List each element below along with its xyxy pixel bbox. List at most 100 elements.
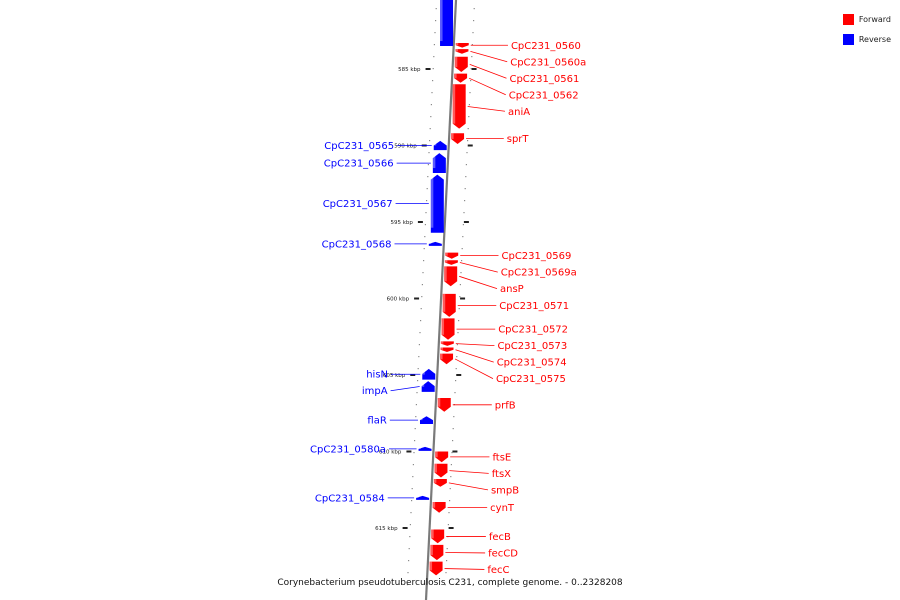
gene-label-cpc231_0562: CpC231_0562 (509, 90, 579, 101)
leader-line (390, 386, 420, 392)
scale-tick-label: 600 kbp (387, 297, 410, 303)
gene-label-sprt: sprT (507, 134, 530, 145)
leader-line (448, 482, 489, 491)
guide-dot (470, 68, 472, 70)
guide-dot (420, 308, 422, 310)
gene-highlight (455, 42, 459, 46)
gene-feature-cynt (432, 501, 446, 513)
gene-highlight (444, 266, 447, 282)
gene-feature-cpc231_0584 (416, 495, 430, 500)
guide-dot (430, 104, 432, 106)
gene-highlight (431, 529, 434, 539)
guide-dot (429, 128, 431, 130)
guide-dot (431, 92, 433, 94)
guide-dot (455, 380, 457, 382)
guide-dot (418, 356, 420, 358)
guide-dot (454, 392, 456, 394)
gene-label-cpc231_0566: CpC231_0566 (324, 159, 394, 170)
gene-label-cpc231_0574: CpC231_0574 (497, 358, 567, 369)
gene-feature (440, 0, 454, 47)
guide-dot (432, 80, 434, 82)
gene-feature-cpc231_0561 (454, 56, 468, 73)
guide-dot (462, 236, 464, 238)
scale-tick (467, 144, 473, 147)
gene-highlight (421, 381, 425, 387)
gene-feature-prfb (437, 397, 451, 412)
guide-dot (423, 260, 425, 262)
gene-feature-feccd (430, 544, 444, 561)
gene-feature-cpc231_0574 (440, 347, 454, 353)
guide-dot (453, 416, 455, 418)
leader-line (459, 275, 498, 290)
gene-highlight (418, 446, 422, 449)
gene-label-ftse: ftsE (492, 452, 511, 463)
genome-backbone (424, 0, 458, 600)
scale-tick (414, 297, 420, 300)
guide-dot (426, 200, 428, 202)
gene-feature-fecc (429, 561, 443, 576)
guide-dot (406, 584, 408, 586)
gene-feature-cpc231_0568 (428, 241, 442, 246)
guide-dot (450, 464, 452, 466)
gene-feature-ftsx (434, 463, 448, 478)
gene-feature-cpc231_0572 (441, 318, 455, 340)
gene-label-ansp: ansP (500, 284, 524, 295)
guide-dot (412, 476, 414, 478)
gene-label-cpc231_0575: CpC231_0575 (496, 374, 566, 385)
gene-highlight (444, 260, 448, 263)
genome-caption: Corynebacterium pseudotuberculosis C231,… (277, 578, 623, 588)
scale-tick-label: 610 kbp (379, 450, 402, 456)
guide-dot (456, 344, 458, 346)
gene-highlight (455, 49, 458, 52)
guide-dot (445, 572, 447, 574)
gene-highlight (432, 501, 436, 508)
gene-highlight (433, 479, 437, 483)
gene-features (416, 0, 469, 576)
leader-line (455, 349, 494, 363)
guide-dot (447, 524, 449, 526)
leader-line (470, 51, 508, 63)
gene-highlight (430, 544, 433, 556)
guide-dot (427, 176, 429, 178)
guide-dot (465, 176, 467, 178)
gene-label-flar: flaR (367, 416, 386, 427)
guide-dot (466, 152, 468, 154)
guide-dot (417, 380, 419, 382)
gene-label-ftsx: ftsX (492, 469, 511, 480)
gene-feature-flar (419, 416, 433, 424)
gene-highlight (437, 397, 441, 407)
gene-highlight (433, 140, 437, 146)
guide-dot (473, 20, 475, 22)
guide-dot (456, 356, 458, 358)
guide-dot (458, 320, 460, 322)
guide-dot (468, 104, 470, 106)
guide-dot (424, 236, 426, 238)
guide-dot (433, 56, 435, 58)
gene-highlight (440, 353, 443, 360)
gene-highlight (451, 133, 454, 139)
guide-dot (450, 476, 452, 478)
gene-highlight (429, 561, 433, 571)
guide-dot (427, 164, 429, 166)
guide-dot (448, 512, 450, 514)
gene-label-impa: impA (362, 386, 388, 397)
leader-line (444, 568, 485, 570)
scale-tick (452, 450, 458, 453)
guide-dot (418, 344, 420, 346)
gene-label-cpc231_0573: CpC231_0573 (497, 341, 567, 352)
gene-label-smpb: smpB (491, 485, 519, 496)
gene-label-cynt: cynT (490, 503, 515, 514)
gene-feature-cpc231_0567 (430, 174, 444, 233)
legend-label-reverse: Reverse (858, 34, 891, 44)
gene-highlight (445, 252, 448, 256)
scale-tick (406, 450, 412, 453)
gene-highlight (454, 73, 457, 79)
guide-dot (459, 296, 461, 298)
guide-dot (472, 32, 474, 34)
guide-dot (421, 296, 423, 298)
guide-dot (429, 140, 431, 142)
leader-line (467, 106, 506, 112)
guide-dot (465, 164, 467, 166)
gene-feature-cpc231_0569a (444, 260, 458, 265)
